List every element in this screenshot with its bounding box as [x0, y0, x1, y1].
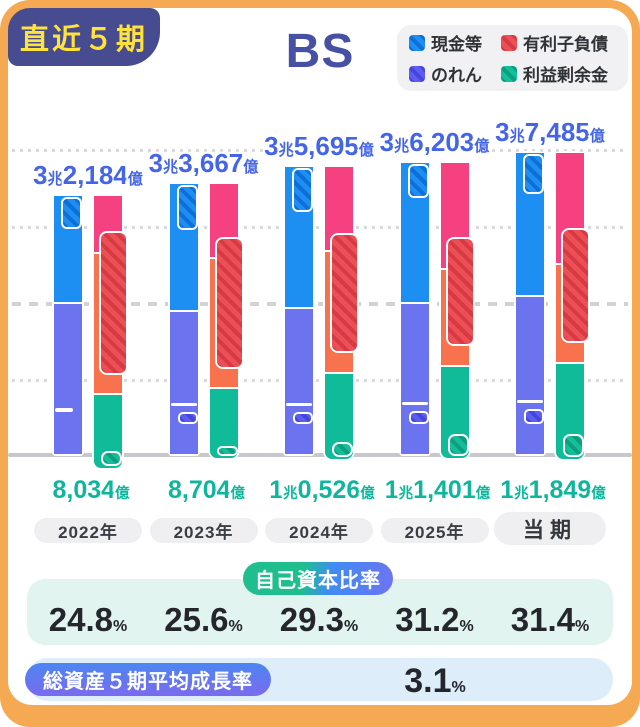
- legend: 現金等 有利子負債のれん 利益剰余金: [397, 25, 628, 91]
- equity-increase-patch: [563, 434, 584, 457]
- equity-ratio-value: 31.2%: [395, 601, 474, 638]
- goodwill-divider-line: [401, 401, 428, 405]
- bar-liabilities-2024年: [323, 165, 359, 461]
- gridline: [12, 226, 628, 229]
- goodwill-patch: [293, 411, 313, 424]
- equity-label: 1兆1,401億: [384, 476, 491, 504]
- goodwill-divider-line: [286, 402, 312, 406]
- equity-label: 1兆1,849億: [500, 476, 606, 504]
- bar-assets-2022年: [52, 194, 84, 456]
- equity-ratio-value: 25.6%: [164, 601, 243, 638]
- total-label: 3兆2,184億: [33, 160, 143, 191]
- cash-increase-patch: [61, 197, 82, 229]
- bar-assets-2025年: [398, 161, 431, 456]
- equity-ratio-value: 31.4%: [510, 601, 590, 638]
- goodwill-divider-line: [55, 407, 74, 412]
- interest-bearing-debt-patch: [445, 236, 475, 347]
- retained-earnings-segment: [209, 387, 238, 458]
- growth-value: 3.1%: [404, 662, 466, 700]
- year-pill-2022年: 2022年: [34, 518, 142, 543]
- cash-swatch-icon: [409, 34, 425, 51]
- total-label: 3兆5,695億: [264, 131, 374, 162]
- bar-assets-2024年: [283, 165, 315, 456]
- goodwill-segment: [400, 301, 429, 454]
- legend-label: 利益剰余金: [523, 66, 608, 85]
- cash-increase-patch: [176, 184, 198, 230]
- legend-label: のれん: [431, 66, 482, 85]
- bar-liabilities-当期: [554, 150, 590, 461]
- year-pill-2024年: 2024年: [265, 518, 373, 543]
- legend-label: 有利子負債: [523, 35, 608, 54]
- goodwill-segment: [54, 301, 82, 454]
- debt-swatch-icon: [501, 34, 517, 51]
- goodwill-segment: [285, 307, 313, 454]
- goodwill-segment: [169, 310, 198, 454]
- goodwill-divider-line: [517, 399, 543, 403]
- equity-ratio-value: 24.8%: [48, 601, 128, 638]
- total-label: 3兆3,667億: [148, 147, 259, 178]
- legend-label: 現金等: [431, 35, 482, 54]
- bar-assets-当期: [514, 150, 546, 456]
- axis-baseline: [8, 453, 632, 457]
- recent-periods-badge: 直近５期: [8, 8, 160, 66]
- total-label: 3兆6,203億: [379, 127, 490, 158]
- bar-liabilities-2023年: [207, 181, 244, 460]
- page-title: BS: [285, 25, 355, 78]
- legend-item-goodwill: のれん: [409, 61, 501, 86]
- bs-chart: 3兆2,184億 8,034億 2022年 3兆3,667億 8,704億 2023年 3兆…: [8, 116, 632, 545]
- gridline: [12, 302, 628, 306]
- equity-label: 8,034億: [52, 476, 130, 504]
- interest-bearing-debt-patch: [214, 236, 244, 369]
- recent-periods-badge-label: 直近５期: [19, 24, 148, 56]
- year-pill-2025年: 2025年: [380, 518, 489, 543]
- legend-item-cash: 現金等: [409, 30, 501, 55]
- gridline: [12, 379, 628, 382]
- equity-increase-patch: [101, 451, 122, 466]
- equity-swatch-icon: [501, 65, 517, 82]
- goodwill-patch: [524, 408, 544, 424]
- goodwill-divider-line: [170, 402, 197, 406]
- equity-increase-patch: [216, 446, 238, 456]
- legend-item-equity: 利益剰余金: [501, 61, 616, 86]
- total-label: 3兆7,485億: [495, 116, 605, 147]
- gridline: [12, 149, 628, 152]
- bar-assets-2023年: [167, 181, 200, 456]
- cash-increase-patch: [523, 153, 544, 194]
- equity-increase-patch: [447, 434, 469, 456]
- interest-bearing-debt-patch: [99, 231, 128, 376]
- goodwill-swatch-icon: [409, 65, 425, 82]
- growth-pill: 総資産５期平均成長率: [25, 663, 271, 696]
- legend-item-debt: 有利子負債: [501, 30, 616, 55]
- goodwill-patch: [408, 410, 429, 424]
- interest-bearing-debt-patch: [330, 232, 359, 353]
- bar-liabilities-2025年: [438, 161, 475, 460]
- cash-increase-patch: [292, 168, 313, 213]
- interest-bearing-debt-patch: [561, 227, 590, 343]
- bar-liabilities-2022年: [92, 194, 128, 470]
- goodwill-patch: [177, 411, 198, 424]
- equity-label: 1兆0,526億: [269, 476, 375, 504]
- goodwill-segment: [516, 294, 544, 454]
- equity-label: 8,704億: [167, 476, 246, 504]
- equity-increase-patch: [332, 441, 353, 457]
- year-pill-2023年: 2023年: [149, 518, 258, 543]
- equity-ratio-pill: 自己資本比率: [243, 562, 393, 595]
- equity-ratio-value: 29.3%: [279, 601, 359, 638]
- cash-increase-patch: [407, 164, 429, 199]
- year-pill-当期: 当期: [494, 512, 606, 545]
